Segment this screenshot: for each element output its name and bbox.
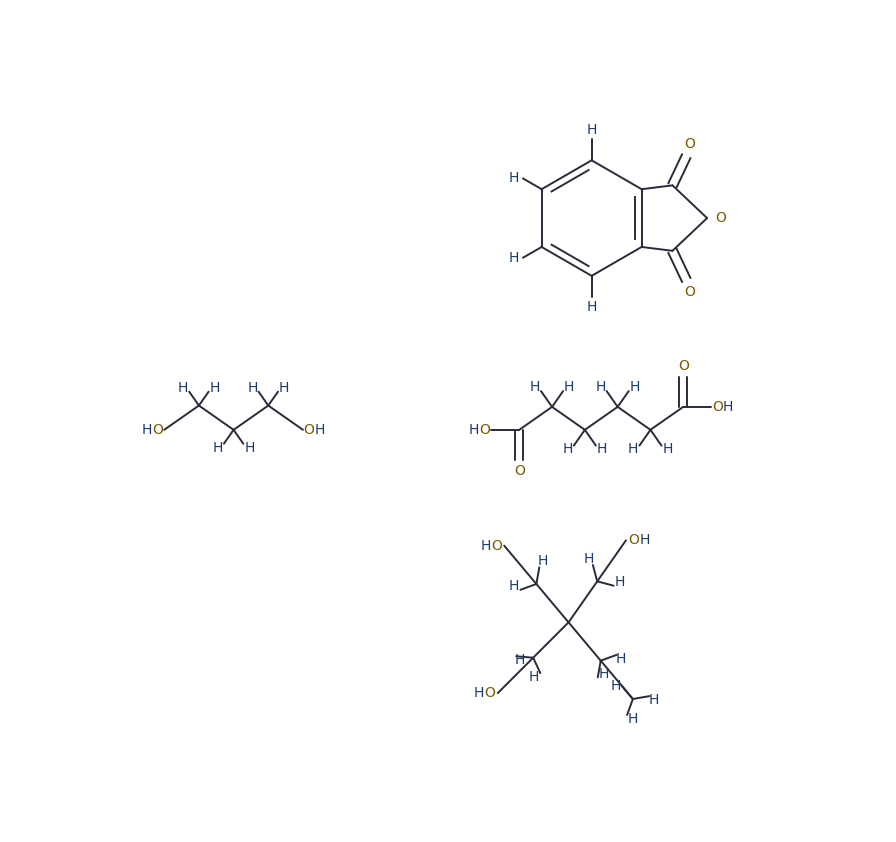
Text: H: H — [615, 575, 625, 589]
Text: H: H — [599, 667, 609, 680]
Text: H: H — [628, 442, 639, 456]
Text: H: H — [587, 300, 597, 313]
Text: O: O — [479, 423, 490, 437]
Text: O: O — [152, 423, 163, 437]
Text: O: O — [712, 400, 723, 414]
Text: O: O — [677, 359, 689, 373]
Text: O: O — [716, 211, 727, 225]
Text: H: H — [279, 381, 289, 395]
Text: H: H — [639, 533, 650, 547]
Text: H: H — [509, 172, 519, 185]
Text: H: H — [611, 679, 621, 693]
Text: H: H — [142, 423, 152, 437]
Text: H: H — [662, 442, 673, 456]
Text: H: H — [587, 123, 597, 136]
Text: H: H — [314, 423, 325, 437]
Text: H: H — [538, 554, 548, 568]
Text: H: H — [648, 693, 659, 707]
Text: H: H — [529, 670, 539, 684]
Text: H: H — [177, 381, 188, 395]
Text: H: H — [509, 579, 520, 593]
Text: H: H — [474, 686, 485, 700]
Text: O: O — [513, 464, 525, 477]
Text: H: H — [616, 652, 625, 666]
Text: H: H — [628, 711, 639, 726]
Text: H: H — [584, 552, 594, 566]
Text: H: H — [480, 539, 491, 552]
Text: H: H — [210, 381, 220, 395]
Text: H: H — [509, 251, 519, 264]
Text: O: O — [684, 136, 694, 151]
Text: H: H — [597, 442, 607, 456]
Text: O: O — [491, 539, 502, 552]
Text: H: H — [212, 440, 223, 455]
Text: H: H — [530, 381, 540, 394]
Text: H: H — [247, 381, 257, 395]
Text: O: O — [684, 285, 694, 300]
Text: H: H — [630, 381, 640, 394]
Text: O: O — [485, 686, 495, 700]
Text: H: H — [563, 442, 573, 456]
Text: H: H — [245, 440, 254, 455]
Text: H: H — [564, 381, 574, 394]
Text: H: H — [723, 400, 734, 414]
Text: H: H — [515, 653, 525, 667]
Text: O: O — [628, 533, 639, 547]
Text: O: O — [304, 423, 314, 437]
Text: H: H — [595, 381, 606, 394]
Text: H: H — [470, 423, 479, 437]
